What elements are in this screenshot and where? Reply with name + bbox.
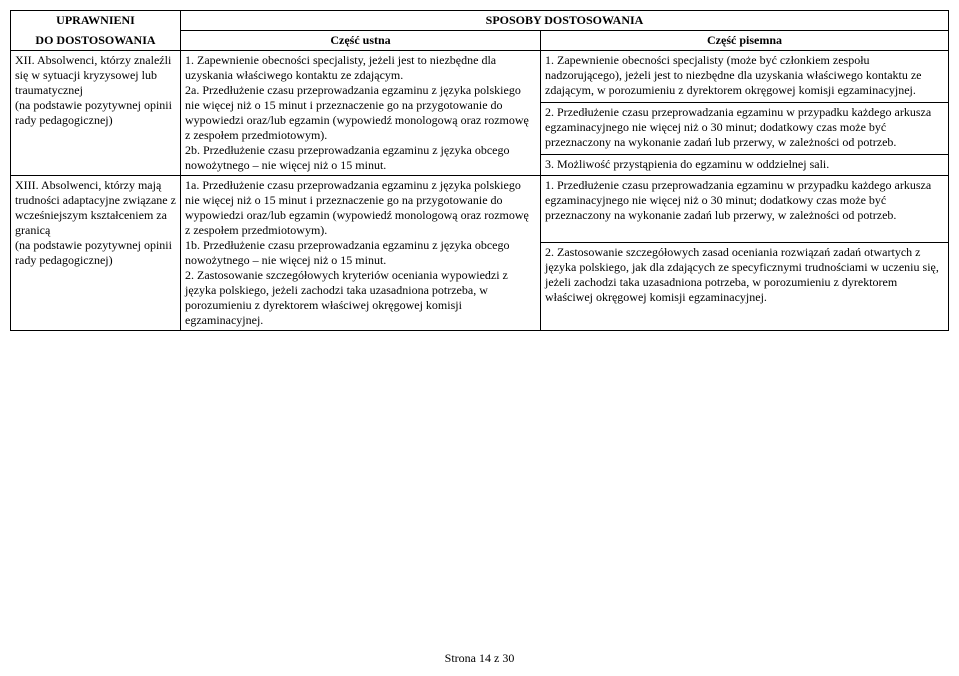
header-main: SPOSOBY DOSTOSOWANIA (181, 11, 949, 31)
row-xiii-right-1: 1. Przedłużenie czasu przeprowadzania eg… (541, 176, 949, 243)
row-xiii-1: XIII. Absolwenci, którzy mają trudności … (11, 176, 949, 243)
header-left-bottom: DO DOSTOSOWANIA (11, 31, 181, 51)
row-xii-right-1: 1. Zapewnienie obecności specjalisty (mo… (541, 51, 949, 103)
row-xii-mid: 1. Zapewnienie obecności specjalisty, je… (181, 51, 541, 176)
row-xiii-right-2: 2. Zastosowanie szczegółowych zasad ocen… (541, 243, 949, 331)
row-xii-right-3: 3. Możliwość przystąpienia do egzaminu w… (541, 155, 949, 176)
header-left-top: UPRAWNIENI (11, 11, 181, 31)
header-mid-sub: Część ustna (181, 31, 541, 51)
header-right-sub: Część pisemna (541, 31, 949, 51)
page-footer: Strona 14 z 30 (10, 651, 949, 666)
adaptation-table: UPRAWNIENI SPOSOBY DOSTOSOWANIA DO DOSTO… (10, 10, 949, 331)
row-xii-left: XII. Absolwenci, którzy znaleźli się w s… (11, 51, 181, 176)
header-row-2: DO DOSTOSOWANIA Część ustna Część pisemn… (11, 31, 949, 51)
row-xii-1: XII. Absolwenci, którzy znaleźli się w s… (11, 51, 949, 103)
header-row-1: UPRAWNIENI SPOSOBY DOSTOSOWANIA (11, 11, 949, 31)
row-xiii-mid: 1a. Przedłużenie czasu przeprowadzania e… (181, 176, 541, 331)
row-xii-right-2: 2. Przedłużenie czasu przeprowadzania eg… (541, 103, 949, 155)
row-xiii-left: XIII. Absolwenci, którzy mają trudności … (11, 176, 181, 331)
